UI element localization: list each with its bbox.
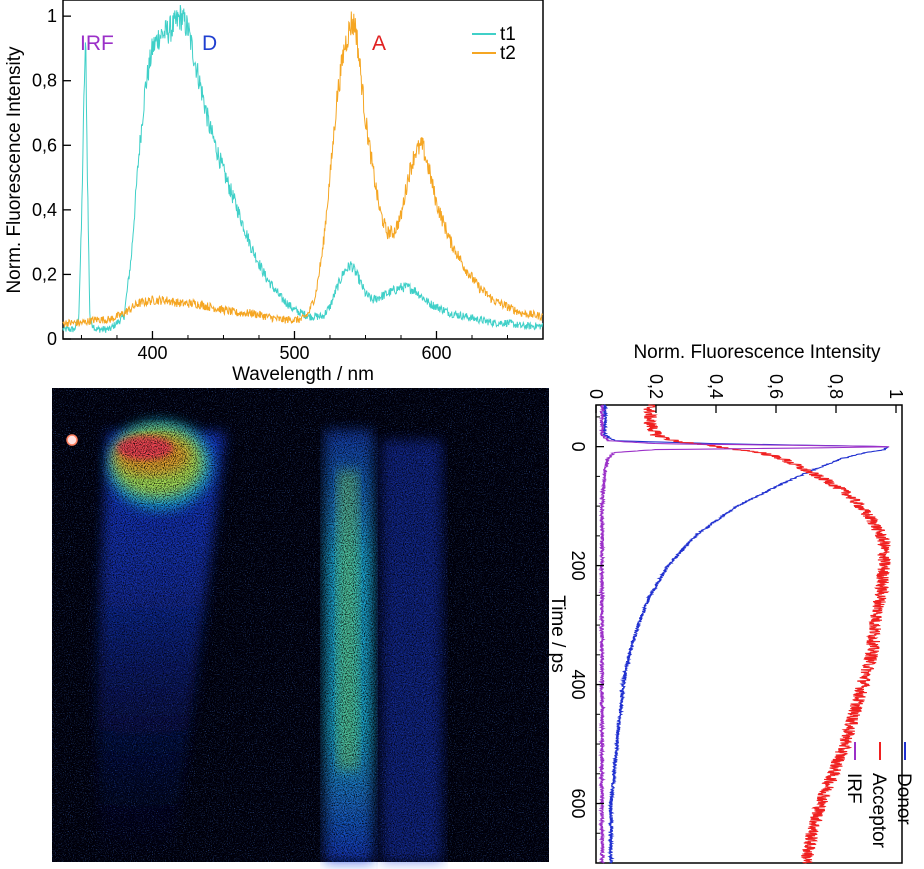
kinetics-time-tick-label: 600	[568, 788, 588, 818]
kinetics-x-label: Time / ps	[547, 595, 568, 672]
kinetics-plot: 0 200 400 600 0 0,2 0,4 0,6 0,8 1 Norm. Fluoresc…	[547, 342, 914, 864]
streak-grain-b	[52, 388, 549, 862]
kinetics-y-label: Norm. Fluorescence Intensity	[633, 342, 881, 363]
legend-donor-label: Donor	[893, 773, 914, 825]
spectrum-y-tick-label: 0	[47, 329, 57, 349]
annotation-d: D	[202, 32, 217, 55]
legend-t2-label: t2	[500, 43, 516, 64]
spectrum-x-tick-label: 600	[421, 343, 451, 363]
kinetics-time-tick-label: 200	[568, 551, 588, 581]
spectrum-x-tick-label: 400	[137, 343, 167, 363]
spectrum-y-tick-label: 1	[47, 6, 57, 26]
spectrum-y-tick-label: 0,6	[32, 135, 57, 155]
annotation-irf: IRF	[80, 32, 114, 55]
kinetics-intensity-tick-label: 1	[886, 389, 906, 399]
kinetics-intensity-tick-label: 0,4	[706, 374, 726, 399]
kinetics-intensity-tick-label: 0,2	[646, 374, 666, 399]
kinetics-intensity-tick-label: 0,6	[766, 374, 786, 399]
irf-spot	[66, 434, 78, 446]
spectrum-x-tick-label: 500	[279, 343, 309, 363]
kinetics-legend: Donor Acceptor IRF	[843, 742, 914, 849]
kinetics-series-Donor	[601, 404, 889, 864]
spectrum-y-tick-label: 0,2	[32, 264, 57, 284]
spectrum-x-label: Wavelength / nm	[232, 364, 374, 385]
spectrum-plot: 400 500 600 0 0,2 0,4 0,6 0,8 1 Wavelength / nm…	[4, 0, 544, 385]
kinetics-series-IRF	[598, 404, 890, 864]
kinetics-intensity-tick-label: 0,8	[826, 374, 846, 399]
spectrum-y-tick-label: 0,8	[32, 71, 57, 91]
spectrum-y-tick-label: 0,4	[32, 200, 57, 220]
legend-irf-label: IRF	[843, 773, 864, 804]
kinetics-series-Acceptor	[643, 404, 892, 864]
legend-t1-label: t1	[500, 24, 516, 45]
streak-image	[52, 388, 549, 862]
kinetics-frame	[595, 404, 903, 864]
legend-acceptor-label: Acceptor	[868, 773, 889, 849]
spectrum-frame	[62, 0, 544, 340]
spectrum-series-t2	[62, 11, 544, 329]
annotation-a: A	[372, 32, 386, 55]
kinetics-time-tick-label: 400	[568, 670, 588, 700]
spectrum-legend: t1 t2	[472, 24, 516, 64]
kinetics-intensity-tick-label: 0	[586, 389, 606, 399]
spectrum-series-t1	[62, 4, 544, 333]
spectrum-y-label: Norm. Fluorescence Intensity	[4, 46, 25, 294]
kinetics-time-tick-label: 0	[568, 442, 588, 452]
